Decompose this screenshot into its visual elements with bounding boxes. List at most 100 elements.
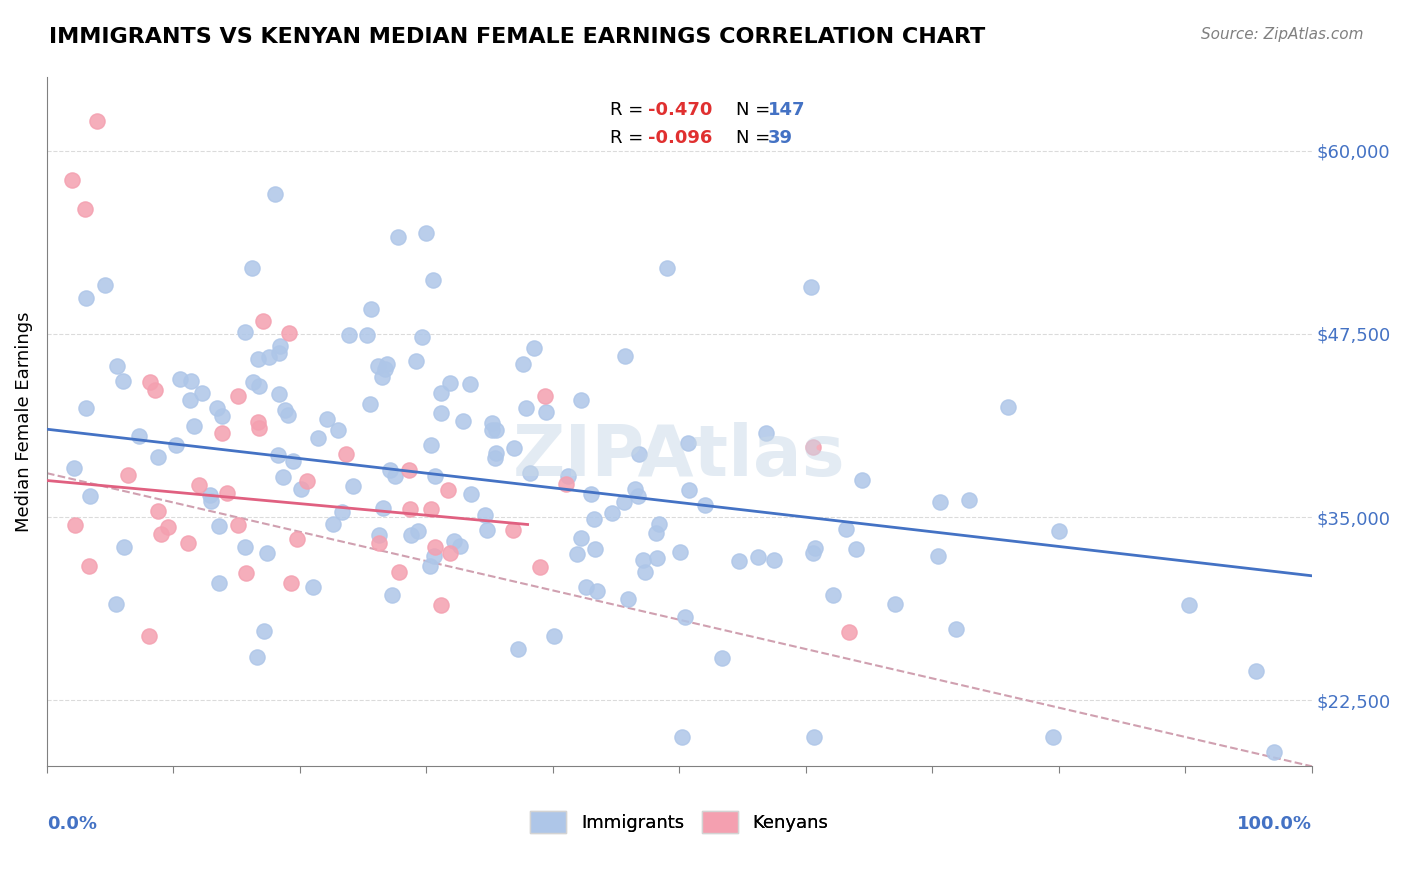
Point xyxy=(117,468,139,483)
Text: 100.0%: 100.0% xyxy=(1237,814,1312,832)
Point xyxy=(449,540,471,554)
Point xyxy=(285,532,308,546)
Point xyxy=(138,629,160,643)
Point xyxy=(179,393,201,408)
Point xyxy=(112,540,135,554)
Point xyxy=(278,326,301,341)
Point xyxy=(519,467,541,481)
Point xyxy=(481,423,503,437)
Point xyxy=(75,291,97,305)
Point xyxy=(845,541,868,556)
Point xyxy=(443,534,465,549)
Text: 39: 39 xyxy=(768,128,793,147)
Point xyxy=(536,405,558,419)
Point xyxy=(406,524,429,538)
Point xyxy=(429,598,451,612)
Point xyxy=(267,448,290,462)
Point xyxy=(755,426,778,441)
Text: 147: 147 xyxy=(768,102,806,120)
Point xyxy=(322,517,344,532)
Point xyxy=(800,280,823,294)
Point xyxy=(107,359,129,373)
Point xyxy=(252,314,274,328)
Point xyxy=(1042,730,1064,744)
Point xyxy=(63,518,86,533)
Point xyxy=(183,418,205,433)
Point xyxy=(105,597,128,611)
Point xyxy=(422,272,444,286)
Point xyxy=(583,542,606,557)
Point xyxy=(273,403,295,417)
Point xyxy=(330,505,353,519)
Point xyxy=(60,173,83,187)
Point xyxy=(485,423,508,437)
Point xyxy=(503,441,526,455)
Point xyxy=(579,487,602,501)
Point xyxy=(367,527,389,541)
Point xyxy=(149,527,172,541)
Point xyxy=(399,502,422,516)
Point xyxy=(388,566,411,580)
Point xyxy=(460,487,482,501)
Point xyxy=(557,469,579,483)
Point xyxy=(148,504,170,518)
Point xyxy=(821,588,844,602)
Point xyxy=(405,354,427,368)
Point xyxy=(678,483,700,497)
Point xyxy=(226,518,249,533)
Point xyxy=(307,431,329,445)
Point xyxy=(851,474,873,488)
Point xyxy=(569,393,592,408)
Point xyxy=(157,520,180,534)
Point xyxy=(246,649,269,664)
Text: R =: R = xyxy=(610,102,648,120)
Point xyxy=(624,482,647,496)
Point xyxy=(415,226,437,240)
Point xyxy=(169,372,191,386)
Point xyxy=(217,485,239,500)
Point xyxy=(801,546,824,560)
Point xyxy=(360,302,382,317)
Point xyxy=(420,502,443,516)
Point xyxy=(420,437,443,451)
Point xyxy=(451,414,474,428)
Point xyxy=(475,523,498,537)
Point xyxy=(555,477,578,491)
Point xyxy=(423,541,446,555)
Point xyxy=(534,389,557,403)
Legend: Immigrants, Kenyans: Immigrants, Kenyans xyxy=(523,804,835,840)
Point xyxy=(384,468,406,483)
Point xyxy=(1047,524,1070,538)
Point xyxy=(367,359,389,374)
Point xyxy=(374,362,396,376)
Point xyxy=(512,358,534,372)
Point xyxy=(838,624,860,639)
Point xyxy=(508,641,530,656)
Point xyxy=(423,468,446,483)
Point xyxy=(569,531,592,545)
Point xyxy=(269,339,291,353)
Point xyxy=(337,328,360,343)
Point xyxy=(647,516,669,531)
Point xyxy=(631,553,654,567)
Point xyxy=(247,379,270,393)
Point xyxy=(430,406,453,420)
Point xyxy=(128,428,150,442)
Point xyxy=(695,498,717,512)
Point xyxy=(263,187,285,202)
Point xyxy=(1263,745,1285,759)
Point xyxy=(436,483,458,498)
Point xyxy=(356,328,378,343)
Point xyxy=(458,377,481,392)
Point xyxy=(884,597,907,611)
Point xyxy=(763,552,786,566)
Point xyxy=(945,622,967,636)
Point xyxy=(180,374,202,388)
Point xyxy=(673,610,696,624)
Text: -0.096: -0.096 xyxy=(648,128,711,147)
Point xyxy=(997,400,1019,414)
Point xyxy=(246,352,269,367)
Point xyxy=(226,389,249,403)
Point xyxy=(617,591,640,606)
Point xyxy=(801,440,824,454)
